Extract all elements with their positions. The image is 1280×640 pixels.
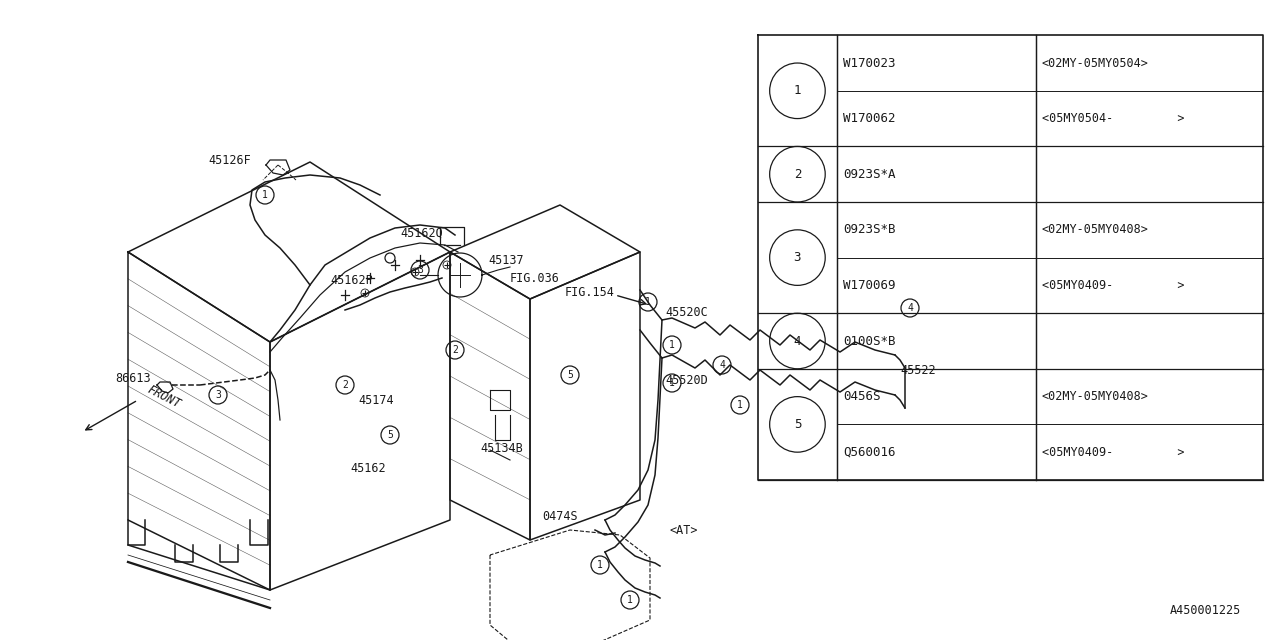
Text: <05MY0409-         >: <05MY0409- > <box>1042 279 1184 292</box>
Text: 0474S: 0474S <box>541 511 577 524</box>
Text: <02MY-05MY0408>: <02MY-05MY0408> <box>1042 390 1148 403</box>
Text: 2: 2 <box>342 380 348 390</box>
Text: <02MY-05MY0408>: <02MY-05MY0408> <box>1042 223 1148 236</box>
Text: 45174: 45174 <box>358 394 394 406</box>
Text: <02MY-05MY0504>: <02MY-05MY0504> <box>1042 56 1148 70</box>
Text: 45520C: 45520C <box>666 305 708 319</box>
Text: 5: 5 <box>794 418 801 431</box>
Text: 4: 4 <box>794 335 801 348</box>
Text: 45162: 45162 <box>349 461 385 474</box>
Text: <AT>: <AT> <box>669 524 699 536</box>
Text: 2: 2 <box>452 345 458 355</box>
Text: 45162P: 45162P <box>330 273 372 287</box>
Text: 1: 1 <box>669 378 675 388</box>
Text: W170062: W170062 <box>844 112 896 125</box>
Text: 45134B: 45134B <box>480 442 522 454</box>
Text: 45522: 45522 <box>900 364 936 376</box>
Text: Q560016: Q560016 <box>844 445 896 459</box>
Text: 1: 1 <box>737 400 742 410</box>
Text: 45126F: 45126F <box>207 154 251 166</box>
Text: <05MY0504-         >: <05MY0504- > <box>1042 112 1184 125</box>
Text: 0100S*B: 0100S*B <box>844 335 896 348</box>
Text: 4: 4 <box>719 360 724 370</box>
Text: 3: 3 <box>417 265 422 275</box>
Text: 45162Q: 45162Q <box>399 227 443 239</box>
Text: 86613: 86613 <box>115 371 151 385</box>
Text: 4: 4 <box>908 303 913 313</box>
Text: 1: 1 <box>669 340 675 350</box>
Text: W170023: W170023 <box>844 56 896 70</box>
Text: 45137: 45137 <box>488 253 524 266</box>
Text: A450001225: A450001225 <box>1170 604 1240 616</box>
Text: <05MY0409-         >: <05MY0409- > <box>1042 445 1184 459</box>
Text: FIG.036: FIG.036 <box>509 271 559 285</box>
Text: 1: 1 <box>794 84 801 97</box>
Text: FIG.154: FIG.154 <box>564 285 614 298</box>
Text: W170069: W170069 <box>844 279 896 292</box>
Text: 1: 1 <box>627 595 632 605</box>
Text: 3: 3 <box>794 251 801 264</box>
Text: 1: 1 <box>645 297 652 307</box>
Text: 5: 5 <box>567 370 573 380</box>
Text: 3: 3 <box>215 390 221 400</box>
Text: FRONT: FRONT <box>145 383 183 411</box>
Text: 45520D: 45520D <box>666 374 708 387</box>
Text: 1: 1 <box>262 190 268 200</box>
Text: 2: 2 <box>794 168 801 180</box>
Text: 1: 1 <box>596 560 603 570</box>
Text: 0923S*B: 0923S*B <box>844 223 896 236</box>
Text: 5: 5 <box>387 430 393 440</box>
Text: 0923S*A: 0923S*A <box>844 168 896 180</box>
Text: 0456S: 0456S <box>844 390 881 403</box>
